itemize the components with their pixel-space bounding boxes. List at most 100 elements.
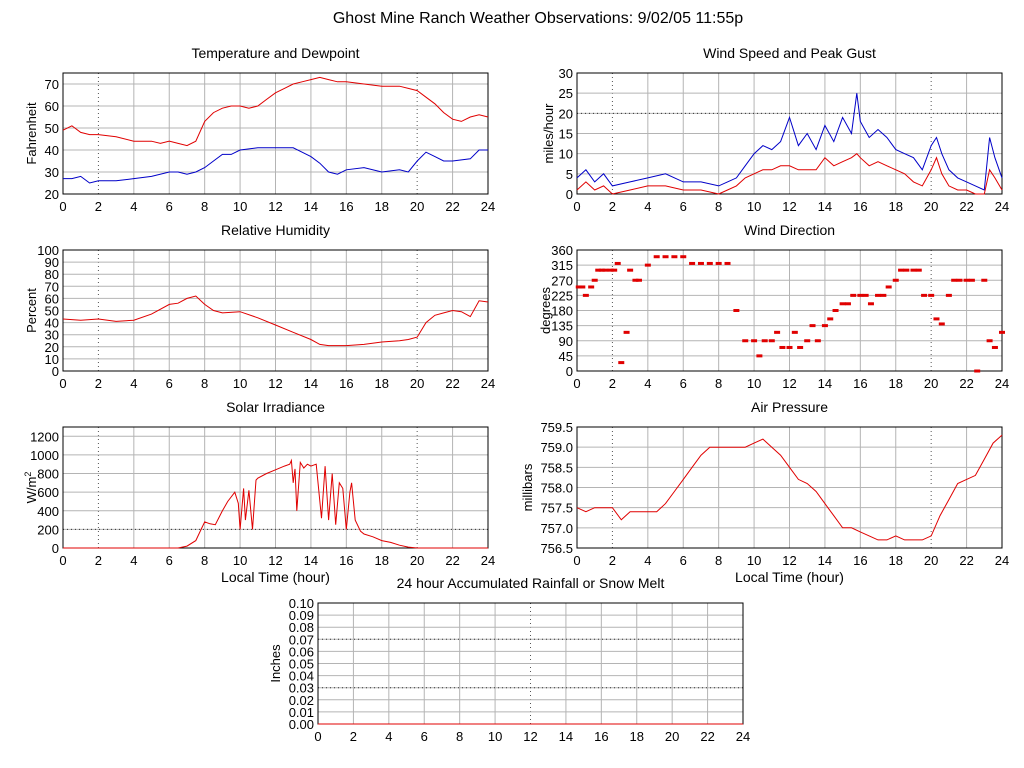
data-point [850, 293, 857, 297]
grid [62, 73, 489, 195]
data-point [598, 268, 605, 272]
x-tick-label: 12 [268, 376, 282, 391]
y-tick-label: 135 [551, 319, 573, 334]
x-tick-label: 4 [644, 376, 651, 391]
data-point [981, 278, 988, 282]
series-line-red [62, 76, 489, 147]
data-point [733, 309, 740, 312]
x-tick-label: 0 [59, 376, 66, 391]
x-tick-label: 16 [594, 729, 608, 744]
y-tick-label: 0.09 [289, 608, 314, 623]
x-tick-label: 22 [445, 553, 459, 568]
data-point [804, 339, 811, 343]
plot-frame [576, 426, 1003, 549]
x-tick-label: 6 [166, 553, 173, 568]
x-tick-label: 2 [609, 376, 616, 391]
data-point [715, 261, 722, 265]
y-tick-label: 10 [559, 147, 573, 162]
data-point [910, 268, 917, 272]
x-tick-label: 4 [130, 199, 137, 214]
y-tick-label: 15 [559, 127, 573, 142]
plot-frame [62, 249, 489, 372]
x-tick-label: 20 [924, 376, 938, 391]
data-point [862, 293, 869, 297]
data-point [768, 339, 775, 343]
x-tick-label: 6 [680, 376, 687, 391]
chart-title: Solar Irradiance [226, 399, 325, 415]
y-tick-label: 60 [45, 291, 59, 306]
data-point [706, 261, 713, 265]
x-tick-label: 12 [523, 729, 537, 744]
data-point [582, 293, 589, 297]
y-tick-label: 0.04 [289, 669, 314, 684]
data-point [956, 278, 963, 282]
data-point [724, 261, 731, 265]
x-tick-label: 0 [573, 376, 580, 391]
grid [317, 602, 744, 725]
data-point [991, 345, 998, 349]
y-tick-label: 40 [45, 143, 59, 158]
x-tick-label: 16 [853, 376, 867, 391]
data-point [742, 339, 749, 343]
x-tick-label: 20 [410, 376, 424, 391]
y-tick-label: 90 [45, 255, 59, 270]
y-axis-label: millibars [520, 463, 535, 511]
y-tick-label: 180 [551, 304, 573, 319]
x-tick-label: 8 [201, 553, 208, 568]
x-tick-label: 4 [644, 553, 651, 568]
x-tick-label: 6 [421, 729, 428, 744]
y-tick-label: 758.5 [540, 460, 573, 475]
x-tick-label: 8 [715, 553, 722, 568]
plot-frame [62, 426, 489, 549]
x-tick-label: 12 [268, 553, 282, 568]
data-point [839, 302, 846, 306]
y-axis-label: Inches [268, 644, 283, 683]
x-tick-label: 8 [715, 199, 722, 214]
data-point [791, 330, 798, 334]
series-line-red [576, 434, 1003, 541]
x-tick-label: 24 [736, 729, 750, 744]
data-point [756, 354, 763, 358]
y-tick-label: 0.08 [289, 620, 314, 635]
chart-title: Relative Humidity [221, 222, 330, 238]
x-tick-label: 10 [747, 553, 761, 568]
data-point [827, 317, 834, 321]
data-point [614, 261, 621, 265]
x-tick-label: 8 [456, 729, 463, 744]
x-tick-label: 18 [889, 199, 903, 214]
data-point [933, 317, 940, 321]
x-tick-label: 16 [339, 553, 353, 568]
x-tick-label: 10 [233, 199, 247, 214]
x-tick-label: 4 [130, 553, 137, 568]
x-tick-label: 12 [782, 553, 796, 568]
chart-title: Temperature and Dewpoint [191, 45, 359, 61]
x-tick-label: 16 [853, 199, 867, 214]
y-axis-label: degrees [538, 287, 553, 334]
x-tick-label: 24 [995, 376, 1009, 391]
grid [62, 249, 489, 372]
data-point [607, 268, 614, 272]
y-tick-label: 759.0 [540, 440, 573, 455]
x-tick-label: 6 [680, 553, 687, 568]
y-tick-label: 70 [45, 77, 59, 92]
x-tick-label: 22 [959, 376, 973, 391]
x-tick-label: 24 [481, 199, 495, 214]
plot-frame [62, 72, 489, 195]
chart-rain: 24 hour Accumulated Rainfall or Snow Mel… [268, 575, 750, 744]
y-tick-label: 0 [52, 364, 59, 379]
y-tick-label: 20 [45, 187, 59, 202]
x-axis-label: Local Time (hour) [735, 569, 844, 585]
data-point [602, 268, 609, 272]
y-tick-label: 60 [45, 99, 59, 114]
x-tick-label: 24 [995, 553, 1009, 568]
data-point [761, 339, 768, 343]
chart-title: 24 hour Accumulated Rainfall or Snow Mel… [397, 575, 665, 591]
series-red [575, 255, 1005, 373]
x-tick-label: 2 [609, 553, 616, 568]
data-point [857, 293, 864, 297]
